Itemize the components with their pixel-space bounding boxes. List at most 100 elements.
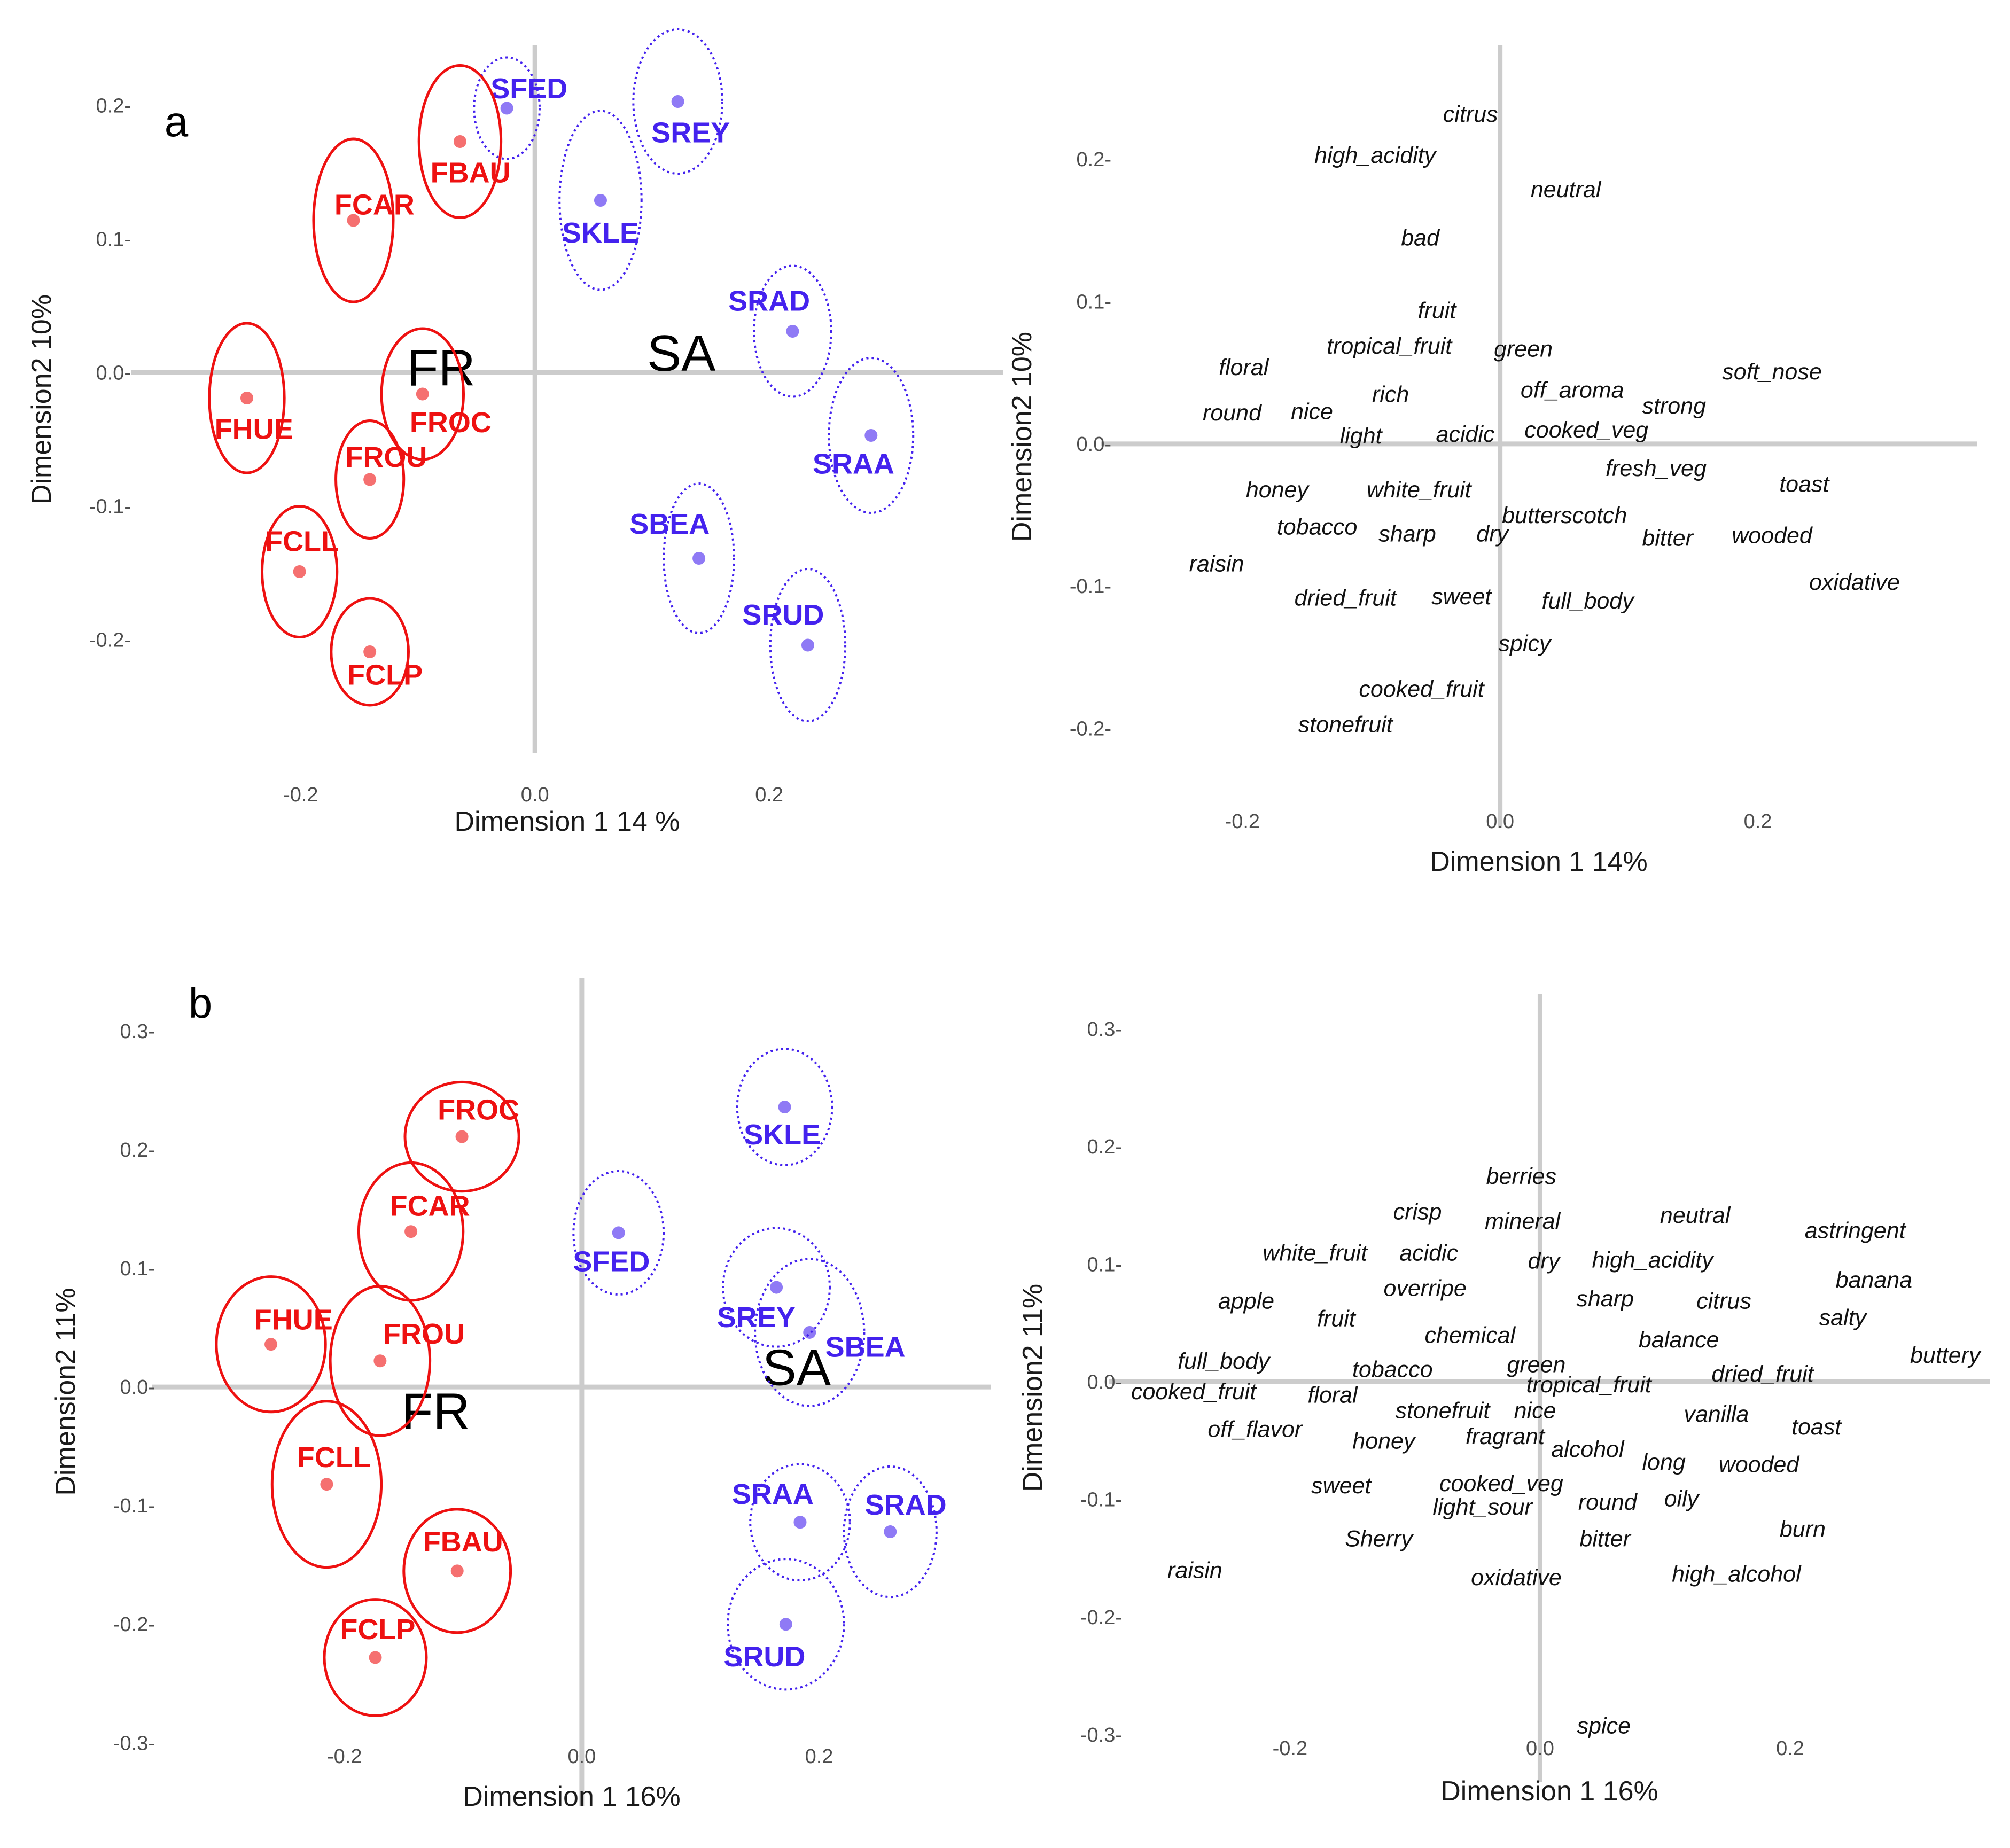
variable-label: salty	[1819, 1305, 1868, 1330]
y-axis-title: Dimension2 11%	[1017, 1284, 1048, 1492]
individual-point	[404, 1225, 418, 1238]
y-tick-label: 0.0-	[96, 362, 131, 385]
confidence-ellipse	[769, 568, 847, 722]
confidence-ellipse	[828, 357, 915, 514]
x-tick-label: -0.2	[1273, 1737, 1307, 1760]
variable-label: oxidative	[1471, 1565, 1562, 1590]
variable-label: round	[1203, 400, 1263, 426]
y-tick-label: 0.2-	[120, 1139, 155, 1161]
variable-label: cooked_veg	[1439, 1471, 1563, 1496]
individual-point	[770, 1281, 783, 1294]
variable-label: tobacco	[1277, 514, 1358, 540]
individual-label: SKLE	[562, 217, 639, 249]
individual-label: FROC	[438, 1094, 519, 1126]
y-tick-label: -0.1-	[1080, 1489, 1122, 1511]
y-tick-label: 0.1-	[1087, 1253, 1122, 1276]
variable-label: floral	[1307, 1383, 1358, 1408]
x-axis-title: Dimension 1 16%	[1440, 1776, 1658, 1807]
individual-point	[320, 1478, 333, 1491]
individual-label: SRAD	[728, 285, 810, 317]
variable-label: green	[1494, 336, 1553, 362]
variable-label: light	[1340, 423, 1383, 449]
individual-label: FROU	[383, 1318, 465, 1350]
a_variables-panel: -0.2- -0.1- 0.0- 0.1- 0.2- -0.2 0.0 0.2 Dimensio…	[1007, 45, 1977, 877]
variable-label: tropical_fruit	[1327, 333, 1453, 359]
individual-point	[612, 1226, 625, 1239]
variable-label: cooked_fruit	[1359, 676, 1485, 702]
y-tick-label: 0.1-	[1077, 291, 1111, 313]
confidence-ellipse	[632, 28, 723, 175]
individual-point	[363, 645, 377, 658]
confidence-ellipse	[843, 1465, 938, 1599]
individual-point	[264, 1338, 278, 1351]
individual-label: SRUD	[723, 1641, 805, 1673]
variable-label: acidic	[1399, 1240, 1458, 1266]
variable-label: balance	[1639, 1327, 1719, 1353]
variable-label: strong	[1642, 393, 1706, 419]
variable-label: citrus	[1696, 1289, 1751, 1314]
variable-label: soft_nose	[1722, 359, 1821, 385]
variable-label: sharp	[1576, 1286, 1634, 1312]
x-tick-label: -0.2	[1225, 810, 1260, 833]
y-tick-label: -0.1-	[89, 496, 131, 518]
individual-point	[369, 1651, 382, 1664]
variable-label: overripe	[1383, 1275, 1466, 1301]
y-tick-label: -0.2-	[1070, 718, 1111, 740]
individual-label: FCLP	[347, 659, 423, 691]
group-centroid-label: SA	[647, 325, 715, 382]
confidence-ellipse	[417, 64, 503, 219]
individual-point	[453, 135, 466, 148]
confidence-ellipse	[403, 1080, 520, 1193]
confidence-ellipse	[722, 1227, 831, 1348]
variable-label: raisin	[1167, 1558, 1222, 1584]
x-tick-label: 0.2	[1744, 810, 1772, 833]
y-tick-label: 0.3-	[1087, 1018, 1122, 1041]
x-tick-label: 0.2	[805, 1745, 833, 1768]
individual-point	[779, 1618, 792, 1631]
y-tick-label: 0.0-	[1077, 433, 1111, 456]
confidence-ellipse	[260, 505, 339, 638]
x-tick-label: 0.0	[1526, 1737, 1554, 1760]
variable-label: crisp	[1393, 1199, 1442, 1225]
y-tick-label: 0.2-	[1087, 1136, 1122, 1158]
x-axis-title: Dimension 1 14 %	[455, 806, 680, 837]
variable-label: vanilla	[1684, 1401, 1749, 1427]
individual-label: SREY	[651, 117, 730, 149]
variable-label: high_acidity	[1314, 143, 1437, 168]
variable-label: sharp	[1378, 521, 1436, 547]
variable-label: oxidative	[1809, 570, 1900, 595]
variable-label: round	[1578, 1490, 1638, 1515]
y-tick-label: -0.2-	[1080, 1607, 1122, 1629]
confidence-ellipse	[727, 1558, 845, 1691]
individual-point	[363, 473, 377, 486]
individual-label: FCAR	[390, 1190, 470, 1222]
x-tick-label: 0.2	[1776, 1737, 1804, 1760]
individual-point	[671, 95, 684, 108]
confidence-ellipse	[749, 1463, 851, 1582]
variable-label: floral	[1219, 355, 1269, 380]
panel-label: b	[189, 979, 213, 1027]
confidence-ellipse	[473, 56, 541, 160]
individual-label: SRAD	[865, 1489, 947, 1521]
variable-label: full_body	[1542, 588, 1635, 614]
variable-label: citrus	[1443, 102, 1498, 127]
variable-label: bad	[1401, 225, 1440, 251]
individual-label: SBEA	[629, 508, 710, 540]
variable-label: sweet	[1431, 584, 1492, 610]
variable-label: green	[1507, 1352, 1565, 1377]
variable-label: buttery	[1910, 1343, 1982, 1368]
y-tick-label: -0.3-	[113, 1732, 155, 1755]
y-tick-label: -0.1-	[1070, 575, 1111, 598]
variable-label: mineral	[1485, 1208, 1561, 1234]
variable-label: sweet	[1311, 1473, 1372, 1499]
individual-point	[801, 638, 814, 652]
individual-point	[778, 1101, 791, 1114]
x-axis-title: Dimension 1 16%	[463, 1781, 681, 1812]
variable-label: acidic	[1436, 422, 1495, 447]
y-tick-label: -0.1-	[113, 1495, 155, 1517]
variable-label: burn	[1780, 1517, 1826, 1542]
individual-label: SRAA	[813, 448, 894, 480]
variable-label: cooked_veg	[1524, 417, 1648, 443]
individual-point	[347, 214, 360, 227]
individual-label: SFED	[490, 73, 567, 105]
